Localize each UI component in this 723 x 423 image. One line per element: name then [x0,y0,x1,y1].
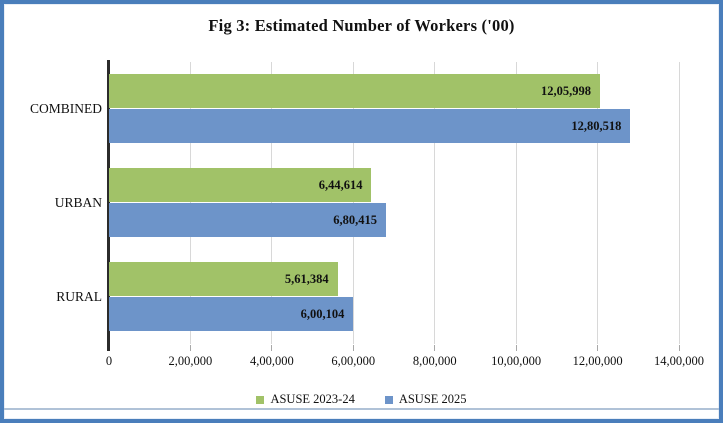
chart-bottom-border [4,408,719,410]
bar-value-label: 12,80,518 [571,118,622,133]
axis-tick [271,345,273,351]
category-label-urban: URBAN [54,195,102,210]
legend-item-asuse-2025: ASUSE 2025 [384,392,467,407]
y-axis-line [107,60,110,351]
bar-asuse-2023-24-rural: 5,61,384 [109,262,338,296]
bar-value-label: 6,80,415 [333,212,378,227]
x-tick-label: 4,00,000 [249,354,294,368]
gridline [597,62,599,344]
bar-asuse-2025-rural: 6,00,104 [109,297,354,331]
x-tick-label: 2,00,000 [168,354,213,368]
legend-swatch-icon [256,395,265,404]
gridline [515,62,517,344]
category-label-combined: COMBINED [29,101,102,116]
bar-asuse-2025-combined: 12,80,518 [109,109,631,143]
x-tick-label: 6,00,000 [331,354,376,368]
legend-item-asuse-2023-24: ASUSE 2023-24 [256,392,355,407]
legend-swatch-icon [384,395,393,404]
axis-tick [189,345,191,351]
bar-value-label: 5,61,384 [284,271,329,286]
category-label-rural: RURAL [56,289,102,304]
x-tick-label: 10,00,000 [491,354,542,368]
legend: ASUSE 2023-24 ASUSE 2025 [4,392,719,407]
legend-label: ASUSE 2025 [398,392,467,406]
bar-asuse-2023-24-urban: 6,44,614 [109,168,372,202]
axis-tick [352,345,354,351]
axis-tick [515,345,517,351]
axis-tick [678,345,680,351]
chart-title: Fig 3: Estimated Number of Workers ('00) [208,16,515,35]
bar-value-label: 6,44,614 [318,177,363,192]
bar-asuse-2025-urban: 6,80,415 [109,203,387,237]
x-tick-label: 14,00,000 [654,354,704,368]
x-tick-label: 12,00,000 [572,354,623,368]
legend-label: ASUSE 2023-24 [270,392,355,406]
bar-value-label: 12,05,998 [541,83,591,98]
bar-value-label: 6,00,104 [300,306,345,321]
bar-asuse-2023-24-combined: 12,05,998 [109,74,600,108]
axis-tick [597,345,599,351]
gridline [678,62,680,344]
plot-area: 12,05,998 12,80,518 6,44,614 6,80,415 5,61,3… [109,62,680,344]
x-tick-label: 0 [105,354,113,368]
gridline [434,62,436,344]
axis-tick [434,345,436,351]
x-tick-label: 8,00,000 [412,354,457,368]
